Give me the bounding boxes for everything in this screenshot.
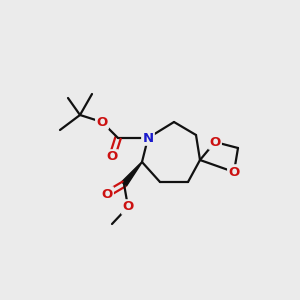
Text: N: N: [142, 131, 154, 145]
Text: O: O: [209, 136, 220, 148]
Polygon shape: [122, 162, 142, 186]
Text: O: O: [122, 200, 134, 214]
Text: O: O: [101, 188, 112, 200]
Text: O: O: [106, 151, 118, 164]
Text: O: O: [228, 166, 240, 178]
Text: O: O: [96, 116, 108, 128]
